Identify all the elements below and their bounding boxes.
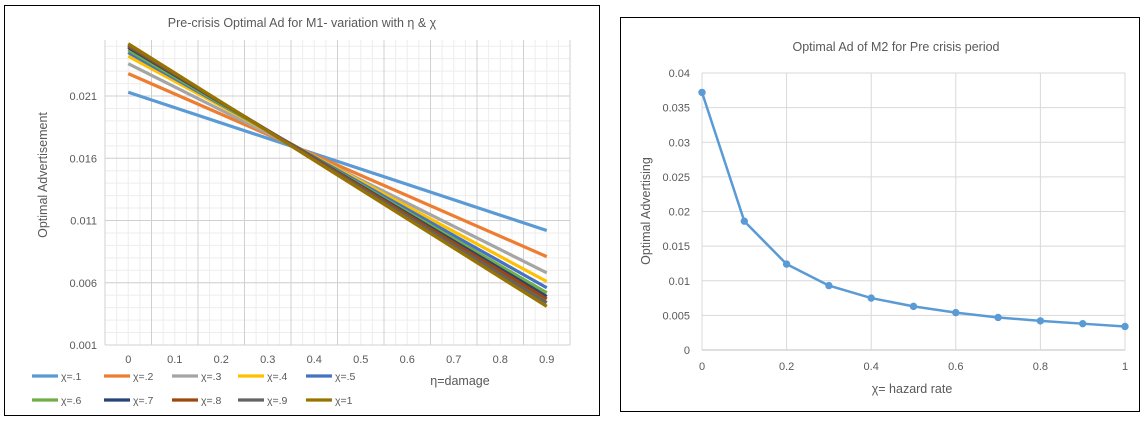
data-point [740, 217, 748, 225]
y-tick-label: 0.006 [69, 278, 97, 290]
y-tick-label: 0.015 [662, 241, 690, 253]
y-tick-label: 0.02 [669, 207, 690, 219]
y-tick-label: 0.035 [662, 103, 690, 115]
legend-label-8: χ=.8 [201, 395, 222, 407]
chart-left-xlabel: η=damage [430, 374, 489, 388]
x-tick-label: 0.7 [446, 354, 461, 366]
chart-left-title: Pre-crisis Optimal Ad for M1- variation … [168, 16, 437, 30]
legend-label-3: χ=.3 [201, 371, 222, 383]
x-tick-label: 0.8 [1033, 361, 1048, 373]
x-tick-label: 0.9 [539, 354, 554, 366]
y-tick-label: 0.016 [69, 153, 97, 165]
data-point [1079, 319, 1087, 328]
x-tick-label: 0.1 [167, 354, 182, 366]
legend-label-7: χ=.7 [133, 395, 154, 407]
legend-label-2: χ=.2 [133, 371, 154, 383]
legend-label-10: χ=1 [335, 395, 353, 407]
data-point [782, 260, 791, 268]
x-tick-label: 0 [699, 361, 705, 373]
y-tick-label: 0.001 [69, 340, 97, 352]
x-tick-label: 0.2 [779, 361, 794, 373]
series-line-1 [127, 90, 548, 232]
data-point [909, 302, 918, 311]
chart-right-ylabel: Optimal Advertising [639, 157, 653, 265]
series-line-2 [127, 72, 548, 259]
legend-label-1: χ=.1 [61, 371, 82, 383]
chart-left-ylabel: Optimal Advertisement [36, 112, 50, 238]
x-tick-label: 0.6 [948, 361, 963, 373]
y-tick-label: 0.011 [70, 216, 97, 228]
legend-label-6: χ=.6 [61, 395, 82, 407]
data-point [1036, 317, 1045, 325]
data-point [698, 88, 706, 97]
legend-label-4: χ=.4 [267, 371, 288, 383]
series-line-10 [127, 42, 548, 308]
x-tick-label: 0.6 [400, 354, 415, 366]
data-point [825, 281, 833, 290]
y-tick-label: 0.04 [669, 68, 690, 80]
x-tick-label: 0.5 [353, 354, 368, 366]
x-tick-label: 0.4 [864, 361, 879, 373]
x-tick-label: 1 [1122, 361, 1128, 373]
x-tick-label: 0.4 [307, 354, 322, 366]
y-tick-label: 0.025 [662, 172, 690, 184]
y-tick-label: 0.005 [662, 310, 690, 322]
y-tick-label: 0.021 [69, 91, 97, 103]
chart-right-frame [620, 17, 1140, 412]
legend-label-5: χ=.5 [335, 371, 356, 383]
x-tick-label: 0.3 [260, 354, 275, 366]
y-tick-label: 0 [684, 345, 690, 357]
y-tick-label: 0.03 [669, 137, 690, 149]
x-tick-label: 0.8 [493, 354, 508, 366]
y-tick-label: 0.01 [669, 276, 690, 288]
x-tick-label: 0 [125, 354, 131, 366]
data-point [867, 294, 875, 302]
data-point [994, 313, 1002, 322]
chart-right-title: Optimal Ad of M2 for Pre crisis period [792, 40, 999, 54]
chart-right-xlabel: χ= hazard rate [872, 382, 953, 396]
series-line [700, 91, 1126, 328]
x-tick-label: 0.2 [214, 354, 229, 366]
legend-label-9: χ=.9 [267, 395, 288, 407]
data-point [952, 308, 960, 317]
data-point [1121, 322, 1129, 331]
